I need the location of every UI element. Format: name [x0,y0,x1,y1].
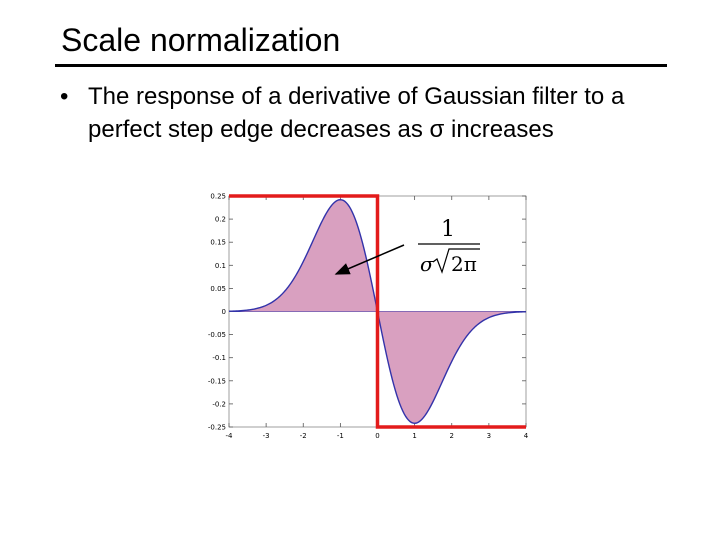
formula-radicand: 2π [451,252,477,276]
formula-annotation: 1 σ 2π [418,217,480,276]
y-tick-label: -0.1 [212,354,226,362]
y-tick-label: 0 [222,308,226,316]
y-tick-label: 0.15 [210,239,226,247]
title-underline [55,64,667,67]
x-tick-label: 1 [412,432,416,440]
x-tick-label: -2 [300,432,307,440]
annotation-arrow [334,244,405,275]
y-tick-label: 0.2 [215,216,226,224]
x-tick-label: -3 [263,432,270,440]
y-tick-label: -0.05 [208,331,226,339]
y-tick-label: 0.1 [215,262,226,270]
formula-numerator: 1 [441,217,455,242]
y-tick-label: -0.15 [208,377,226,385]
bullet-text: The response of a derivative of Gaussian… [88,83,625,143]
bullet-marker: • [60,83,69,110]
step-edge-line [229,194,526,429]
formula-radical-sign [432,248,480,274]
y-tick-label: -0.25 [208,424,226,432]
x-tick-label: 4 [524,432,529,440]
chart-layer: -4 -3 -2 -1 0 1 2 3 4 0.25 0.2 0.15 0.1 0.05 0 -0.05 -0.… [208,193,529,441]
y-tick-label: 0.05 [210,285,226,293]
y-tick-label: 0.25 [210,193,226,201]
x-tick-label: -1 [337,432,344,440]
y-tick-label: -0.2 [212,400,226,408]
slide-title: Scale normalization [61,22,341,58]
x-tick-label: -4 [226,432,234,440]
x-tick-label: 2 [450,432,454,440]
x-tick-label: 3 [487,432,491,440]
x-tick-label: 0 [375,432,379,440]
formula-sigma: σ [420,252,435,276]
